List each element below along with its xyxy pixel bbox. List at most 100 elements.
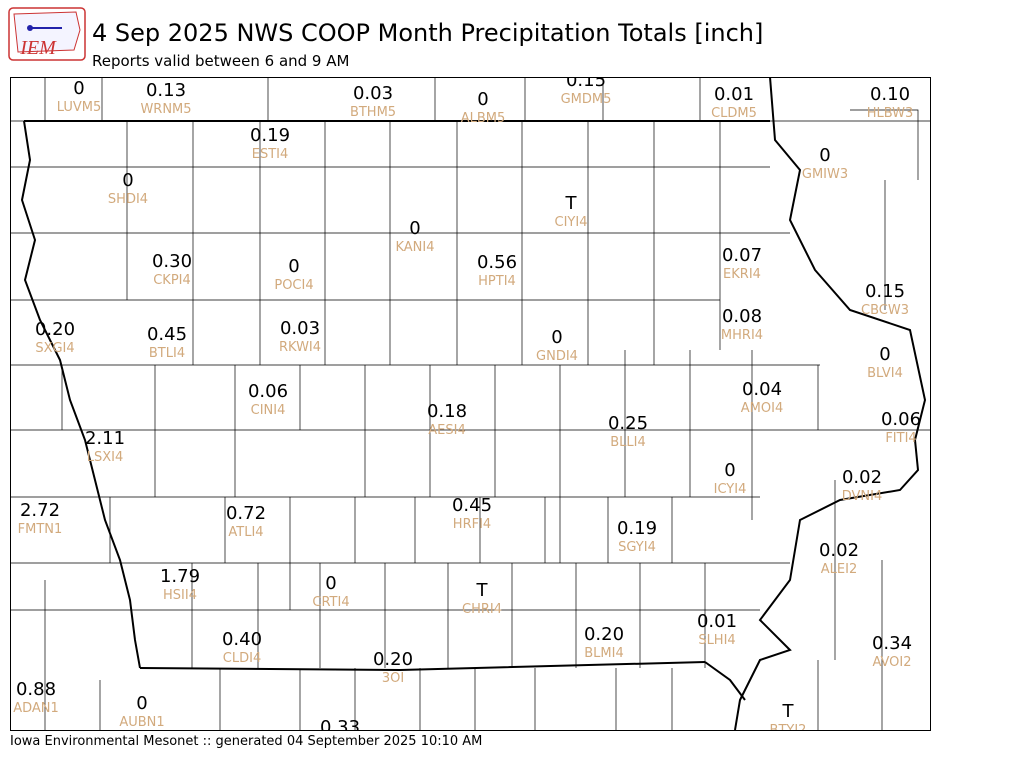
station-id: BTHM5 <box>350 105 396 120</box>
station-id: CHRI4 <box>462 602 502 617</box>
station-value: 0.40 <box>222 629 262 650</box>
station-id: BTLI4 <box>149 346 185 361</box>
map <box>10 77 930 730</box>
station-id: BLMI4 <box>584 646 623 661</box>
station-id: DVNI4 <box>842 489 883 504</box>
station-id: GNDI4 <box>536 349 578 364</box>
station-value: 0.03 <box>280 318 320 339</box>
station-id: ADAN1 <box>13 701 59 716</box>
station-id: LUVM5 <box>57 100 102 115</box>
station-id: CRTI4 <box>312 595 349 610</box>
station-value: 2.72 <box>20 500 60 521</box>
station-value: 0.02 <box>819 540 859 561</box>
station-value: 0.06 <box>881 409 921 430</box>
station-value: 0 <box>73 78 84 99</box>
station-value: 0.13 <box>146 80 186 101</box>
station-value: 0.20 <box>35 319 75 340</box>
station-id: SGYI4 <box>618 540 656 555</box>
station-id: CBCW3 <box>861 303 909 318</box>
station-value: 0.19 <box>250 125 290 146</box>
station-id: CLDM5 <box>711 106 757 121</box>
station-value: 0 <box>409 218 420 239</box>
station-value: 1.79 <box>160 566 200 587</box>
station-id: GMDM5 <box>561 92 612 107</box>
station-value: T <box>476 580 489 601</box>
station-id: ALEI2 <box>821 562 857 577</box>
map-frame <box>10 77 931 731</box>
station-value: 0 <box>477 89 488 110</box>
station-id: SLHI4 <box>698 633 735 648</box>
station-value: 0 <box>819 145 830 166</box>
station-value: 0 <box>122 170 133 191</box>
station-value: 0.15 <box>865 281 905 302</box>
county-lines <box>10 77 930 730</box>
station-id: ESTI4 <box>252 147 289 162</box>
station-value: 0 <box>325 573 336 594</box>
station-id: SXGI4 <box>35 341 74 356</box>
station-value: 0 <box>288 256 299 277</box>
station-value: 0.45 <box>452 495 492 516</box>
station-value: 0.03 <box>353 83 393 104</box>
station-value: 0.06 <box>248 381 288 402</box>
station-id: KANI4 <box>395 240 434 255</box>
station-value: 0.34 <box>872 633 912 654</box>
station-value: 2.11 <box>85 428 125 449</box>
station-id: 3OI <box>382 671 404 686</box>
station-id: LSXI4 <box>87 450 124 465</box>
station-id: GMIW3 <box>802 167 848 182</box>
station-value: 0.56 <box>477 252 517 273</box>
station-value: 0.18 <box>427 401 467 422</box>
logo-text: IEM <box>19 37 57 59</box>
station-value: T <box>565 193 578 214</box>
station-id: AVOI2 <box>872 655 911 670</box>
station-id: WRNM5 <box>140 102 191 117</box>
station-id: FMTN1 <box>18 522 63 537</box>
logo: IEM <box>8 7 86 61</box>
station-value: 0.08 <box>722 306 762 327</box>
station-id: SHDI4 <box>108 192 148 207</box>
station-id: FITI4 <box>885 431 916 446</box>
station-value: 0.02 <box>842 467 882 488</box>
station-value: 0.01 <box>714 84 754 105</box>
station-value: 0.33 <box>320 717 360 738</box>
station-id: ATLI4 <box>228 525 263 540</box>
station-id: BTYI2 <box>770 723 807 738</box>
station-value: 0.10 <box>870 84 910 105</box>
station-value: 0.04 <box>742 379 782 400</box>
station-id: ICYI4 <box>714 482 747 497</box>
station-value: 0 <box>724 460 735 481</box>
station-value: 0 <box>551 327 562 348</box>
station-value: 0.15 <box>566 70 606 91</box>
state-borders <box>20 77 927 730</box>
station-id: BLVI4 <box>867 366 903 381</box>
station-value: 0.30 <box>152 251 192 272</box>
station-id: AESI4 <box>428 423 465 438</box>
title: 4 Sep 2025 NWS COOP Month Precipitation … <box>92 19 763 47</box>
station-id: AMOI4 <box>741 401 783 416</box>
station-id: MHRI4 <box>721 328 763 343</box>
station-id: AUBN1 <box>119 715 164 730</box>
station-id: CINI4 <box>251 403 286 418</box>
station-value: 0.20 <box>584 624 624 645</box>
station-id: HLBW3 <box>867 106 914 121</box>
station-id: CKPI4 <box>153 273 191 288</box>
station-value: 0 <box>879 344 890 365</box>
subtitle: Reports valid between 6 and 9 AM <box>92 52 349 70</box>
station-id: BLLI4 <box>610 435 646 450</box>
station-value: 0.88 <box>16 679 56 700</box>
station-id: HRFI4 <box>453 517 491 532</box>
station-value: 0 <box>136 693 147 714</box>
station-id: ALBM5 <box>461 111 506 126</box>
station-id: CLDI4 <box>223 651 261 666</box>
station-value: 0.25 <box>608 413 648 434</box>
station-id: HPTI4 <box>478 274 516 289</box>
station-value: T <box>782 701 795 722</box>
station-id: POCI4 <box>274 278 313 293</box>
station-value: 0.07 <box>722 245 762 266</box>
footer: Iowa Environmental Mesonet :: generated … <box>10 734 482 749</box>
station-id: CIYI4 <box>555 215 588 230</box>
station-value: 0.01 <box>697 611 737 632</box>
station-id: EKRI4 <box>723 267 761 282</box>
